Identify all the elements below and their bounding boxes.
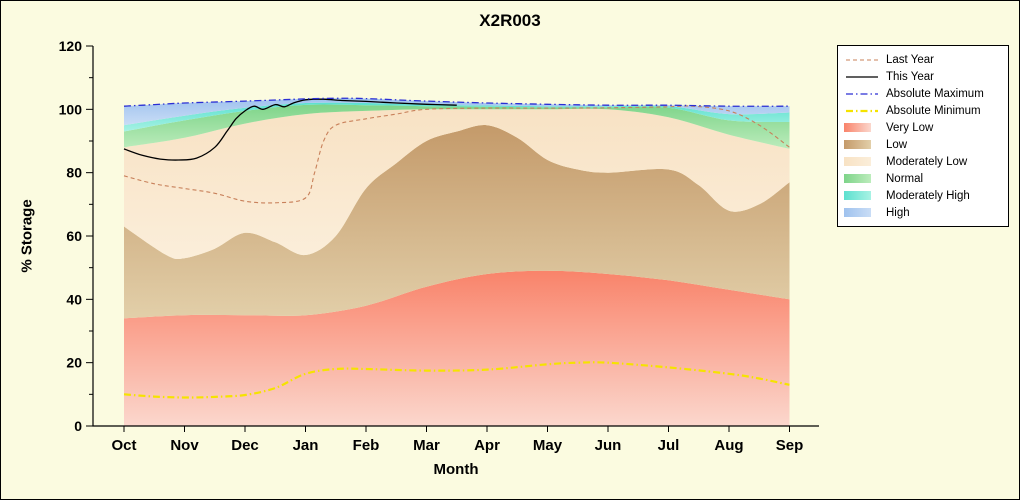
legend-label: Moderately High bbox=[886, 189, 970, 202]
legend-label: This Year bbox=[886, 70, 934, 83]
legend-item: Moderately High bbox=[844, 187, 1002, 204]
legend-sample bbox=[844, 105, 880, 117]
data-lines bbox=[123, 97, 790, 399]
legend-item: Absolute Maximum bbox=[844, 85, 1002, 102]
legend-label: High bbox=[886, 206, 910, 219]
zone-high bbox=[124, 98, 790, 126]
legend-item: High bbox=[844, 204, 1002, 221]
zone-normal bbox=[124, 104, 790, 149]
legend-sample bbox=[844, 71, 880, 83]
legend-sample bbox=[844, 174, 880, 183]
legend-line-sample-icon bbox=[846, 58, 878, 61]
legend-swatch-icon bbox=[844, 140, 871, 149]
legend-sample bbox=[844, 191, 880, 200]
legend-item: Moderately Low bbox=[844, 153, 1002, 170]
x-tick-label: Jul bbox=[658, 437, 680, 454]
legend-label: Absolute Minimum bbox=[886, 104, 981, 117]
legend-sample bbox=[844, 140, 880, 149]
zone-bands bbox=[124, 98, 790, 426]
legend-label: Very Low bbox=[886, 121, 934, 134]
zone-very-low bbox=[124, 270, 790, 426]
legend-line-sample-icon bbox=[846, 75, 878, 78]
legend-item: Last Year bbox=[844, 51, 1002, 68]
y-tick-label: 20 bbox=[66, 355, 82, 371]
legend: Last Year This Year Absolute Maximum Absolu… bbox=[837, 45, 1009, 227]
chart-title: X2R003 bbox=[479, 11, 541, 30]
x-tick-label: Oct bbox=[111, 437, 136, 454]
x-tick-label: Nov bbox=[170, 437, 199, 454]
line-absolute-maximum bbox=[123, 97, 790, 107]
x-tick-label: Apr bbox=[474, 437, 500, 454]
legend-swatch-icon bbox=[844, 191, 871, 200]
legend-item: Absolute Minimum bbox=[844, 102, 1002, 119]
x-tick-label: Jan bbox=[293, 437, 319, 454]
x-tick-label: Feb bbox=[353, 437, 380, 454]
line-this-year bbox=[123, 98, 457, 161]
axes: 0 20 40 60 80 100 120 Oct Nov Dec Jan Feb Mar Apr May J… bbox=[59, 38, 819, 454]
x-tick-label: May bbox=[533, 437, 563, 454]
x-tick-label: Aug bbox=[714, 437, 743, 454]
y-tick-label: 100 bbox=[59, 101, 83, 117]
y-tick-label: 80 bbox=[66, 165, 82, 181]
legend-swatch-icon bbox=[844, 157, 871, 166]
x-tick-label: Mar bbox=[413, 437, 440, 454]
x-tick-label: Dec bbox=[231, 437, 259, 454]
x-tick-label: Sep bbox=[776, 437, 804, 454]
zone-low bbox=[124, 125, 790, 319]
x-axis-label: Month bbox=[433, 461, 479, 478]
y-tick-label: 0 bbox=[74, 418, 82, 434]
legend-line-sample-icon bbox=[846, 92, 878, 95]
legend-sample bbox=[844, 208, 880, 217]
legend-sample bbox=[844, 54, 880, 66]
legend-swatch-icon bbox=[844, 123, 871, 132]
x-tick-label: Jun bbox=[595, 437, 622, 454]
y-tick-label: 120 bbox=[59, 38, 83, 54]
zone-moderately-low bbox=[124, 108, 790, 260]
legend-label: Moderately Low bbox=[886, 155, 968, 168]
legend-swatch-icon bbox=[844, 208, 871, 217]
legend-item: Low bbox=[844, 136, 1002, 153]
legend-item: Very Low bbox=[844, 119, 1002, 136]
legend-sample bbox=[844, 123, 880, 132]
legend-sample bbox=[844, 157, 880, 166]
legend-item: Normal bbox=[844, 170, 1002, 187]
legend-line-sample-icon bbox=[846, 109, 878, 112]
y-tick-label: 60 bbox=[66, 228, 82, 244]
legend-label: Normal bbox=[886, 172, 924, 185]
legend-label: Low bbox=[886, 138, 908, 151]
line-absolute-minimum bbox=[123, 361, 790, 399]
legend-swatch-icon bbox=[844, 174, 871, 183]
legend-sample bbox=[844, 88, 880, 100]
y-tick-label: 40 bbox=[66, 291, 82, 307]
legend-label: Absolute Maximum bbox=[886, 87, 984, 100]
legend-item: This Year bbox=[844, 68, 1002, 85]
legend-label: Last Year bbox=[886, 53, 934, 66]
